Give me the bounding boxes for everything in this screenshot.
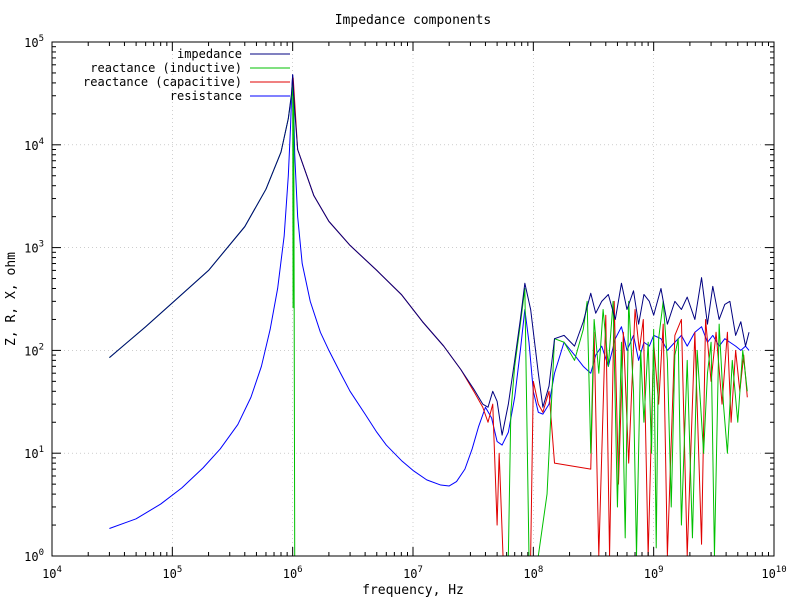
x-tick-label: 105 — [162, 565, 182, 581]
y-tick-label: 103 — [24, 240, 44, 256]
x-tick-label: 109 — [644, 565, 664, 581]
grid — [52, 42, 774, 556]
x-tick-label: 107 — [403, 565, 423, 581]
legend-label: impedance — [177, 47, 242, 61]
series-lines — [109, 74, 750, 556]
y-tick-label: 104 — [24, 137, 44, 153]
impedance-line — [109, 74, 750, 436]
axis-ticks — [51, 41, 775, 557]
axis-tick-labels: 104 105 106 107 108 109 1010 100 101 102 103 104 105 — [24, 34, 787, 581]
y-axis-label: Z, R, X, ohm — [4, 252, 19, 346]
x-axis-label: frequency, Hz — [362, 583, 464, 598]
y-tick-label: 101 — [24, 445, 44, 461]
y-tick-label: 105 — [24, 34, 44, 50]
legend-label: reactance (inductive) — [90, 61, 242, 75]
legend-label: reactance (capacitive) — [83, 75, 242, 89]
chart-title: Impedance components — [335, 13, 492, 28]
legend-label: resistance — [170, 89, 242, 103]
x-tick-label: 106 — [283, 565, 303, 581]
y-tick-label: 100 — [24, 548, 44, 564]
x-tick-label: 1010 — [761, 565, 786, 581]
x-tick-label: 104 — [42, 565, 62, 581]
y-tick-label: 102 — [24, 342, 44, 358]
resistance-line — [109, 74, 750, 529]
inductive-reactance-line — [109, 82, 748, 556]
x-tick-label: 108 — [523, 565, 543, 581]
